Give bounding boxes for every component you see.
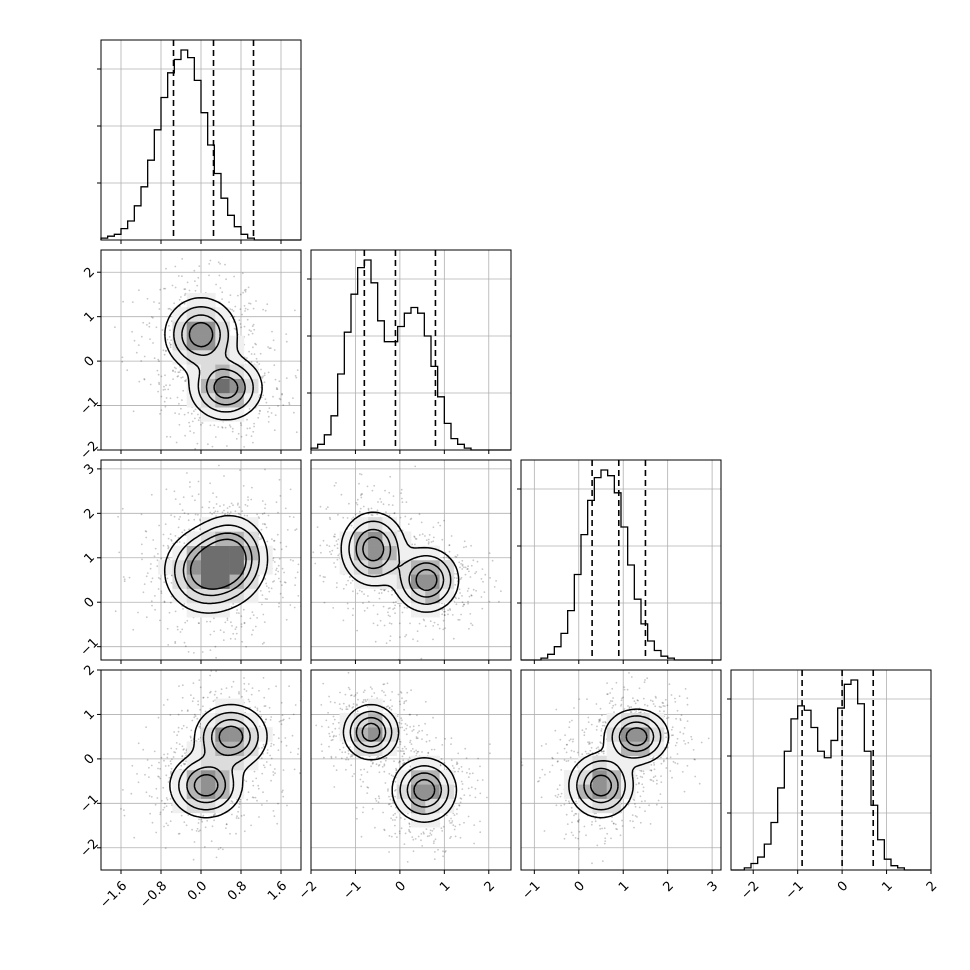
density-content-2-1 [312,465,502,660]
contour-2-1-2 [355,528,445,598]
y-tick-label-1-4: 2 [82,265,98,281]
density-frame-3-2 [520,669,722,871]
histogram-panel-3 [727,669,932,874]
contour-2-0-3 [189,538,247,590]
histogram-line-1 [310,259,511,451]
density-frame-2-0 [100,459,302,661]
x-tick-label-0-4: 1.6 [265,879,290,904]
density-panel-2-1 [310,459,512,664]
y-tick-label-2-0: −1 [78,635,102,659]
x-tick-label-1-4: 2 [482,879,498,895]
y-tick-label-1-1: −1 [78,394,102,418]
contour-2-1-0 [340,511,460,613]
contour-2-0-2 [182,532,253,597]
histogram-line-3 [731,679,931,871]
contour-1-0-1 [173,306,254,413]
x-tick-label-0-3: 0.8 [225,879,250,904]
contour-3-2-0 [568,708,670,819]
contour-3-0-3 [193,725,244,797]
contour-3-2-3 [589,727,648,797]
contour-2-1-3 [362,536,438,592]
contour-3-0-0 [169,703,268,819]
contour-1-0-3 [188,321,239,399]
x-tick-label-0-1: −0.8 [137,879,170,912]
x-tick-label-1-3: 1 [437,879,453,895]
y-tick-label-2-4: 3 [82,461,98,477]
x-tick-label-3-1: −1 [783,879,807,903]
y-tick-label-3-2: 0 [82,751,98,767]
density-content-3-2 [521,672,710,865]
y-tick-label-2-3: 2 [82,506,98,522]
density-cells-3-1 [339,698,455,828]
density-panel-3-1 [310,669,512,874]
density-content-3-1 [315,671,491,863]
density-frame-1-0 [100,249,302,451]
density-cells-2-0 [158,517,273,618]
x-tick-label-1-2: 0 [393,879,409,895]
contour-1-0-0 [164,296,263,421]
y-tick-label-3-4: 2 [82,663,98,679]
y-tick-label-2-1: 0 [82,595,98,611]
y-tick-label-3-1: −1 [78,792,102,816]
x-tick-label-3-2: 0 [835,879,851,895]
x-tick-label-3-0: −2 [738,879,762,903]
contour-2-0-1 [173,524,260,605]
y-tick-label-3-3: 1 [82,707,98,723]
x-tick-label-0-2: 0.0 [185,879,210,904]
contour-3-1-3 [361,722,436,802]
contour-3-1-1 [349,710,450,815]
x-tick-label-1-1: −1 [341,879,365,903]
histogram-line-0 [100,49,301,241]
density-panel-2-0 [97,459,302,664]
contour-3-1-0 [342,703,458,823]
x-tick-label-2-0: −1 [519,879,543,903]
y-tick-label-1-3: 1 [82,309,98,325]
x-tick-label-0-0: −1.6 [97,879,130,912]
histogram-frame-1 [310,249,512,451]
y-tick-label-2-2: 1 [82,550,98,566]
density-content-1-0 [114,258,299,450]
histogram-panel-1 [307,249,512,454]
density-frame-3-0 [100,669,302,871]
histogram-panel-2 [517,459,722,664]
contour-3-1-2 [355,716,443,808]
histogram-frame-3 [730,669,932,871]
x-tick-label-1-0: −2 [296,879,320,903]
contour-3-0-2 [186,718,251,804]
density-panel-3-0 [97,669,302,874]
density-content-2-0 [114,464,301,659]
contour-3-0-1 [178,711,259,811]
contour-3-2-2 [583,721,655,804]
histogram-line-2 [521,469,721,661]
histogram-frame-2 [520,459,722,661]
density-content-3-0 [120,670,301,861]
contour-2-1-1 [348,520,452,605]
density-panel-1-0 [97,249,302,454]
contour-1-0-2 [181,314,246,406]
density-frame-3-1 [310,669,512,871]
density-panel-3-2 [520,669,722,874]
y-tick-label-3-0: −2 [78,836,102,860]
x-tick-label-2-4: 3 [705,879,721,895]
contour-3-2-1 [576,715,662,811]
density-frame-2-1 [310,459,512,661]
x-tick-label-2-1: 0 [572,879,588,895]
x-tick-label-2-3: 2 [660,879,676,895]
histogram-frame-0 [100,39,302,241]
x-tick-label-3-3: 1 [879,879,895,895]
contour-2-0-0 [163,514,269,614]
x-tick-label-2-2: 1 [616,879,632,895]
y-tick-label-1-2: 0 [82,354,98,370]
x-tick-label-3-4: 2 [924,879,940,895]
y-tick-label-1-0: −2 [78,439,102,463]
histogram-panel-0 [97,39,302,244]
